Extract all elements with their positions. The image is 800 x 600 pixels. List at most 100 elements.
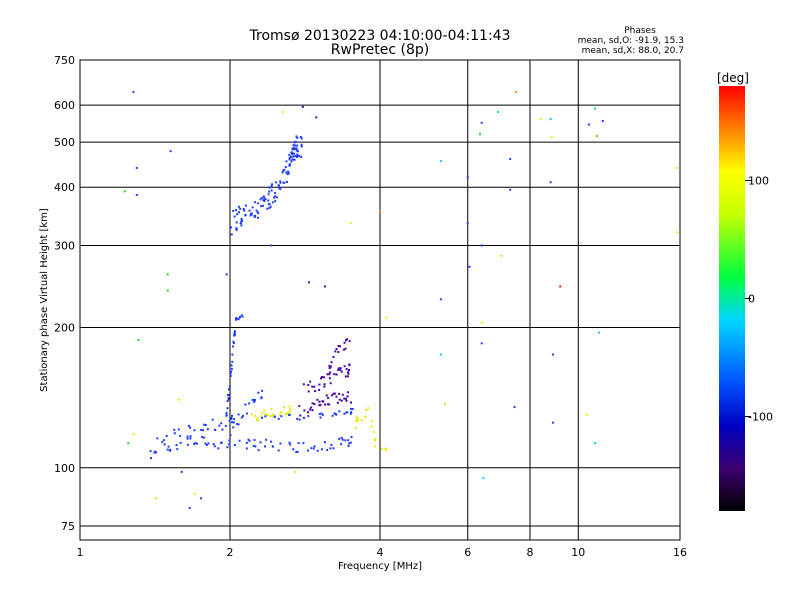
echo-trace-point <box>365 408 368 411</box>
echo-point <box>270 244 273 247</box>
echo-trace-point <box>227 398 230 401</box>
echo-trace-point <box>288 158 291 161</box>
echo-trace-point <box>319 416 322 419</box>
echo-trace-point <box>323 383 326 386</box>
echo-trace-point <box>307 449 310 452</box>
echo-trace-point <box>360 419 363 422</box>
echo-trace-point <box>259 441 262 444</box>
stats-heading: Phases <box>624 26 656 36</box>
echo-trace-point <box>189 435 192 438</box>
echo-trace-point <box>373 439 376 442</box>
echo-trace-point <box>218 424 221 427</box>
echo-trace-point <box>206 428 209 431</box>
echo-trace-point <box>374 445 377 448</box>
echo-trace-point <box>279 180 282 183</box>
echo-trace-point <box>279 413 282 416</box>
echo-trace-point <box>149 450 152 453</box>
echo-trace-point <box>232 342 235 345</box>
echo-trace-point <box>269 414 272 417</box>
echo-trace-point <box>300 145 303 148</box>
echo-trace-point <box>219 441 222 444</box>
echo-point <box>466 176 469 179</box>
echo-trace-point <box>367 407 370 410</box>
echo-trace-point <box>251 398 254 401</box>
echo-trace-point <box>292 155 295 158</box>
echo-trace-point <box>189 437 192 440</box>
echo-trace-point <box>233 418 236 421</box>
colorbar-tick-label: 100 <box>748 174 769 187</box>
echo-trace-point <box>155 451 158 454</box>
echo-trace-point <box>318 383 321 386</box>
echo-trace-point <box>349 412 352 415</box>
echo-trace-point <box>307 383 310 386</box>
echo-trace-point <box>288 414 291 417</box>
echo-trace-point <box>303 416 306 419</box>
echo-trace-point <box>244 214 247 217</box>
echo-trace-point <box>313 385 316 388</box>
echo-trace-point <box>250 413 253 416</box>
echo-trace-point <box>333 392 336 395</box>
echo-trace-point <box>316 398 319 401</box>
echo-point <box>482 477 485 480</box>
echo-trace-point <box>323 376 326 379</box>
echo-trace-point <box>249 213 252 216</box>
echo-trace-point <box>220 422 223 425</box>
echo-trace-point <box>295 450 298 453</box>
echo-trace-point <box>346 338 349 341</box>
echo-point <box>676 231 679 234</box>
echo-trace-point <box>355 416 358 419</box>
echo-trace-point <box>349 441 352 444</box>
echo-trace-point <box>350 411 353 414</box>
echo-trace-point <box>268 186 271 189</box>
echo-trace-point <box>242 207 245 210</box>
echo-trace-point <box>221 428 224 431</box>
echo-trace-point <box>266 207 269 210</box>
echo-trace-point <box>299 136 302 139</box>
echo-trace-point <box>273 415 276 418</box>
echo-trace-point <box>371 420 374 423</box>
y-tick-label: 100 <box>54 462 75 475</box>
echo-point <box>439 353 442 356</box>
echo-trace-point <box>320 448 323 451</box>
echo-trace-point <box>273 195 276 198</box>
echo-trace-point <box>373 431 376 434</box>
echo-trace-point <box>312 447 315 450</box>
echo-trace-point <box>232 209 235 212</box>
echo-trace-point <box>341 438 344 441</box>
echo-point <box>595 135 598 138</box>
echo-trace-point <box>217 447 220 450</box>
echo-trace-point <box>292 146 295 149</box>
echo-point <box>552 421 555 424</box>
echo-point <box>601 119 604 122</box>
echo-trace-point <box>267 193 270 196</box>
echo-trace-point <box>329 447 332 450</box>
echo-trace-point <box>243 209 246 212</box>
echo-trace-point <box>335 373 338 376</box>
echo-point <box>597 331 600 334</box>
echo-trace-point <box>175 444 178 447</box>
echo-trace-point <box>294 144 297 147</box>
echo-trace-point <box>347 369 350 372</box>
chart-title: Tromsø 20130223 04:10:00-04:11:43 <box>249 28 511 44</box>
echo-trace-point <box>270 184 273 187</box>
echo-trace-point <box>330 361 333 364</box>
echo-trace-point <box>260 397 263 400</box>
echo-trace-point <box>285 160 288 163</box>
echo-trace-point <box>271 415 274 418</box>
echo-point <box>135 193 138 196</box>
echo-trace-point <box>227 393 230 396</box>
echo-trace-point <box>288 405 291 408</box>
echo-trace-point <box>211 418 214 421</box>
echo-trace-point <box>256 417 259 420</box>
echo-trace-point <box>248 209 251 212</box>
echo-trace-point <box>268 190 271 193</box>
echo-trace-point <box>232 426 235 429</box>
echo-trace-point <box>293 152 296 155</box>
echo-trace-point <box>335 395 338 398</box>
echo-point <box>466 222 469 225</box>
echo-trace-point <box>165 434 168 437</box>
echo-point <box>593 442 596 445</box>
echo-trace-point <box>350 407 353 410</box>
echo-trace-point <box>279 181 282 184</box>
